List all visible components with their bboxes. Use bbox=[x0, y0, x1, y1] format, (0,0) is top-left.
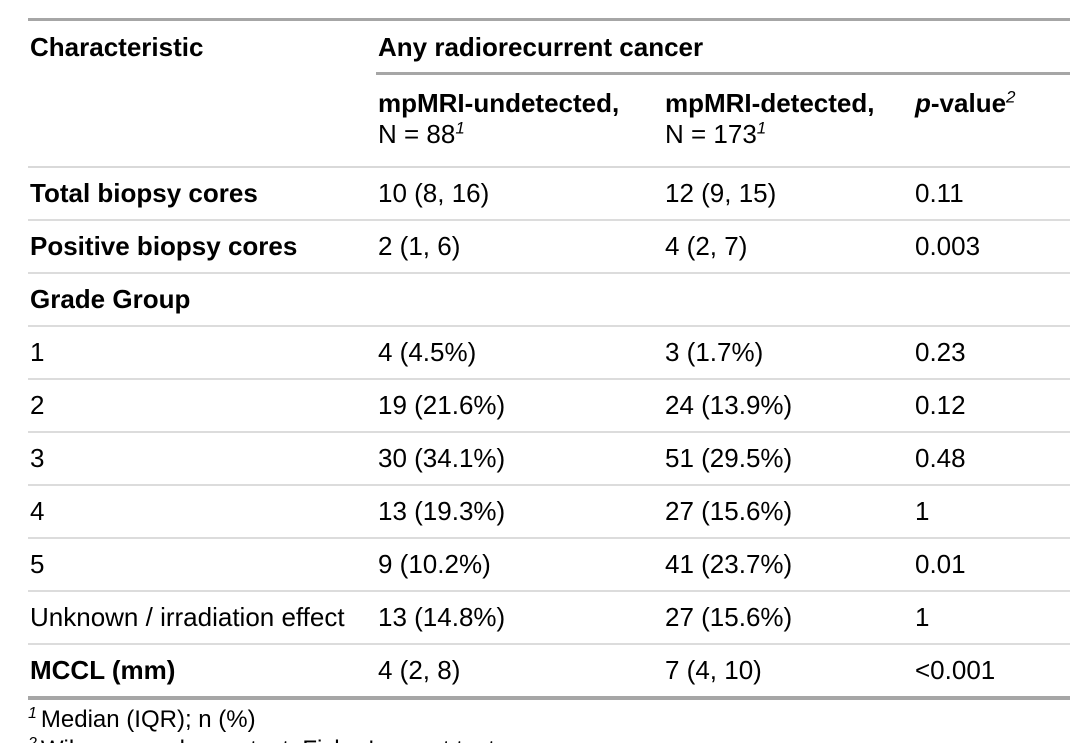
row-label-cell: 4 bbox=[28, 485, 376, 539]
column-labels-row: mpMRI-undetected, N = 881 mpMRI-detected… bbox=[28, 73, 1070, 168]
table-row: MCCL (mm) 4 (2, 8) 7 (4, 10) <0.001 bbox=[28, 644, 1070, 700]
pvalue-cell: <0.001 bbox=[913, 644, 1070, 700]
undetected-column-header: mpMRI-undetected, N = 881 bbox=[376, 73, 663, 168]
detected-value-cell: 24 (13.9%) bbox=[663, 379, 913, 433]
table-body: Total biopsy cores 10 (8, 16) 12 (9, 15)… bbox=[28, 167, 1070, 700]
detected-value-cell: 27 (15.6%) bbox=[663, 591, 913, 645]
summary-table: Characteristic Any radiorecurrent cancer… bbox=[28, 18, 1070, 743]
detected-value-cell: 7 (4, 10) bbox=[663, 644, 913, 700]
undetected-value-cell: 10 (8, 16) bbox=[376, 167, 663, 221]
undetected-column-n: N = 881 bbox=[378, 118, 465, 149]
row-label-cell: 2 bbox=[28, 379, 376, 433]
pvalue-cell: 0.12 bbox=[913, 379, 1070, 433]
row-label-cell: 5 bbox=[28, 538, 376, 592]
undetected-value-cell: 13 (19.3%) bbox=[376, 485, 663, 539]
table-row: 3 30 (34.1%) 51 (29.5%) 0.48 bbox=[28, 432, 1070, 486]
spanner-row: Characteristic Any radiorecurrent cancer bbox=[28, 19, 1070, 168]
footnote-mark-1: 1 bbox=[756, 118, 767, 138]
undetected-value-cell: 19 (21.6%) bbox=[376, 379, 663, 433]
table-row: 5 9 (10.2%) 41 (23.7%) 0.01 bbox=[28, 538, 1070, 592]
row-label-cell: Grade Group bbox=[28, 273, 376, 327]
row-label-cell: MCCL (mm) bbox=[28, 644, 376, 700]
footnote-mark-1: 1 bbox=[28, 705, 37, 722]
characteristics-table: Characteristic Any radiorecurrent cancer… bbox=[28, 18, 1070, 700]
row-label-cell: Unknown / irradiation effect bbox=[28, 591, 376, 645]
spanner-header: Any radiorecurrent cancer bbox=[376, 19, 1070, 75]
footnote-mark-2: 2 bbox=[28, 735, 37, 743]
pvalue-cell: 0.003 bbox=[913, 220, 1070, 274]
table-row: 4 13 (19.3%) 27 (15.6%) 1 bbox=[28, 485, 1070, 539]
undetected-value-cell: 30 (34.1%) bbox=[376, 432, 663, 486]
pvalue-cell bbox=[913, 273, 1070, 327]
detected-value-cell: 12 (9, 15) bbox=[663, 167, 913, 221]
undetected-value-cell: 13 (14.8%) bbox=[376, 591, 663, 645]
footnote-mark-1: 1 bbox=[455, 118, 465, 138]
undetected-column-label: mpMRI-undetected, bbox=[378, 88, 620, 118]
detected-value-cell: 51 (29.5%) bbox=[663, 432, 913, 486]
table-header: Characteristic Any radiorecurrent cancer… bbox=[28, 19, 1070, 168]
footnote: 2Wilcoxon rank sum test; Fisher's exact … bbox=[28, 735, 1070, 743]
row-label-cell: Positive biopsy cores bbox=[28, 220, 376, 274]
characteristic-column-header: Characteristic bbox=[28, 19, 376, 168]
pvalue-cell: 1 bbox=[913, 485, 1070, 539]
row-label-cell: 1 bbox=[28, 326, 376, 380]
pvalue-cell: 0.11 bbox=[913, 167, 1070, 221]
detected-value-cell: 41 (23.7%) bbox=[663, 538, 913, 592]
undetected-value-cell: 4 (2, 8) bbox=[376, 644, 663, 700]
detected-value-cell bbox=[663, 273, 913, 327]
table-row: 1 4 (4.5%) 3 (1.7%) 0.23 bbox=[28, 326, 1070, 380]
pvalue-cell: 0.01 bbox=[913, 538, 1070, 592]
pvalue-cell: 0.48 bbox=[913, 432, 1070, 486]
table-row: 2 19 (21.6%) 24 (13.9%) 0.12 bbox=[28, 379, 1070, 433]
detected-value-cell: 3 (1.7%) bbox=[663, 326, 913, 380]
undetected-value-cell: 4 (4.5%) bbox=[376, 326, 663, 380]
footnote-mark-2: 2 bbox=[1006, 87, 1016, 107]
row-label-cell: 3 bbox=[28, 432, 376, 486]
detected-column-label: mpMRI-detected, bbox=[665, 88, 875, 118]
table-row: Total biopsy cores 10 (8, 16) 12 (9, 15)… bbox=[28, 167, 1070, 221]
pvalue-column-header: p-value2 bbox=[913, 73, 1070, 168]
detected-column-n: N = 1731 bbox=[665, 118, 767, 149]
table-row: Unknown / irradiation effect 13 (14.8%) … bbox=[28, 591, 1070, 645]
table-row: Positive biopsy cores 2 (1, 6) 4 (2, 7) … bbox=[28, 220, 1070, 274]
detected-column-header: mpMRI-detected, N = 1731 bbox=[663, 73, 913, 168]
undetected-value-cell: 2 (1, 6) bbox=[376, 220, 663, 274]
detected-value-cell: 4 (2, 7) bbox=[663, 220, 913, 274]
undetected-value-cell bbox=[376, 273, 663, 327]
table-row: Grade Group bbox=[28, 273, 1070, 327]
footnote: 1 Median (IQR); n (%) bbox=[28, 705, 256, 734]
detected-value-cell: 27 (15.6%) bbox=[663, 485, 913, 539]
pvalue-cell: 0.23 bbox=[913, 326, 1070, 380]
undetected-value-cell: 9 (10.2%) bbox=[376, 538, 663, 592]
row-label-cell: Total biopsy cores bbox=[28, 167, 376, 221]
pvalue-cell: 1 bbox=[913, 591, 1070, 645]
